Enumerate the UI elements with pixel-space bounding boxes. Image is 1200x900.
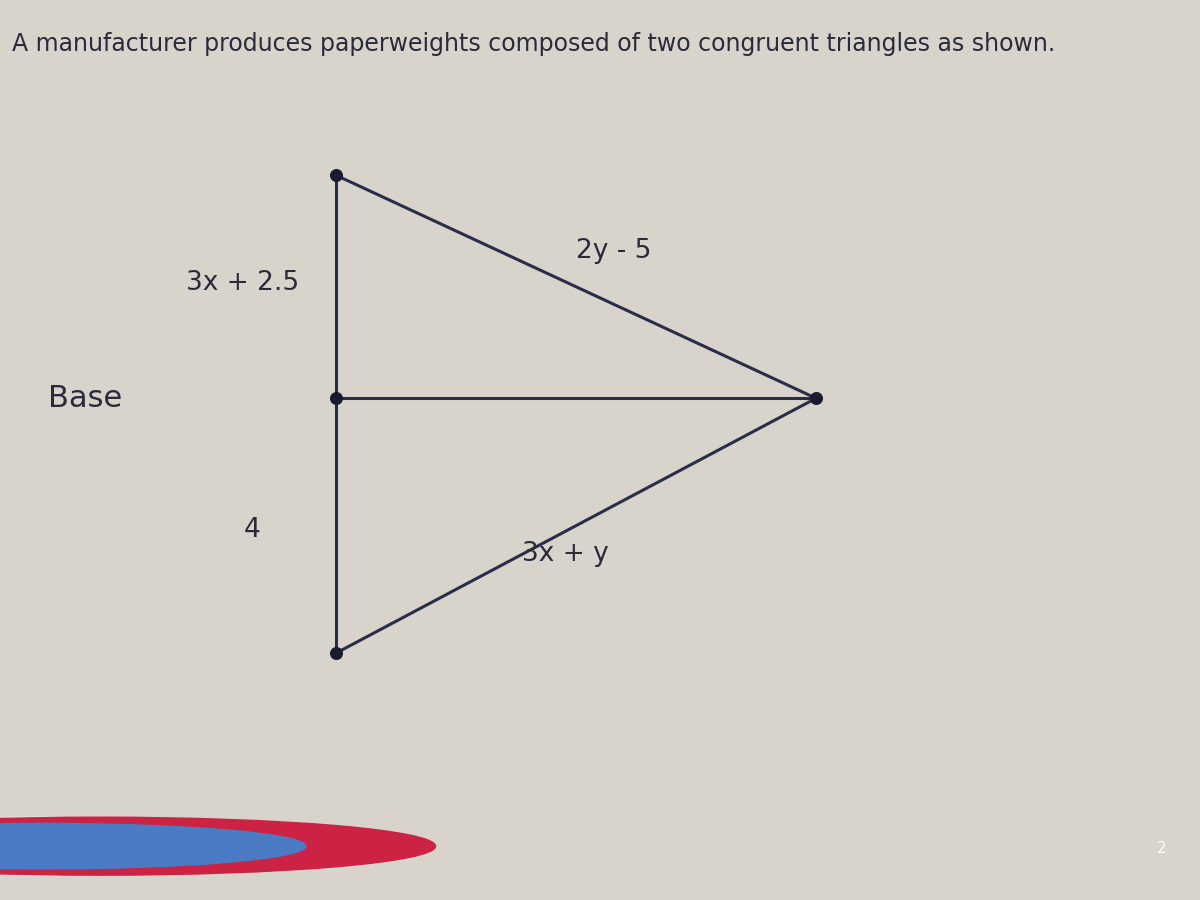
Text: A manufacturer produces paperweights composed of two congruent triangles as show: A manufacturer produces paperweights com… [12, 32, 1055, 56]
Text: 4: 4 [244, 517, 260, 543]
Text: 2: 2 [1157, 841, 1166, 856]
Circle shape [0, 817, 436, 875]
Point [326, 646, 346, 661]
Point [326, 168, 346, 183]
Circle shape [0, 824, 306, 869]
Point [806, 391, 826, 405]
Text: 2y - 5: 2y - 5 [576, 238, 652, 264]
Circle shape [0, 817, 378, 875]
Text: 3x + 2.5: 3x + 2.5 [186, 270, 299, 296]
Text: 3x + y: 3x + y [522, 541, 608, 567]
Text: Base: Base [48, 383, 122, 413]
Point [326, 391, 346, 405]
